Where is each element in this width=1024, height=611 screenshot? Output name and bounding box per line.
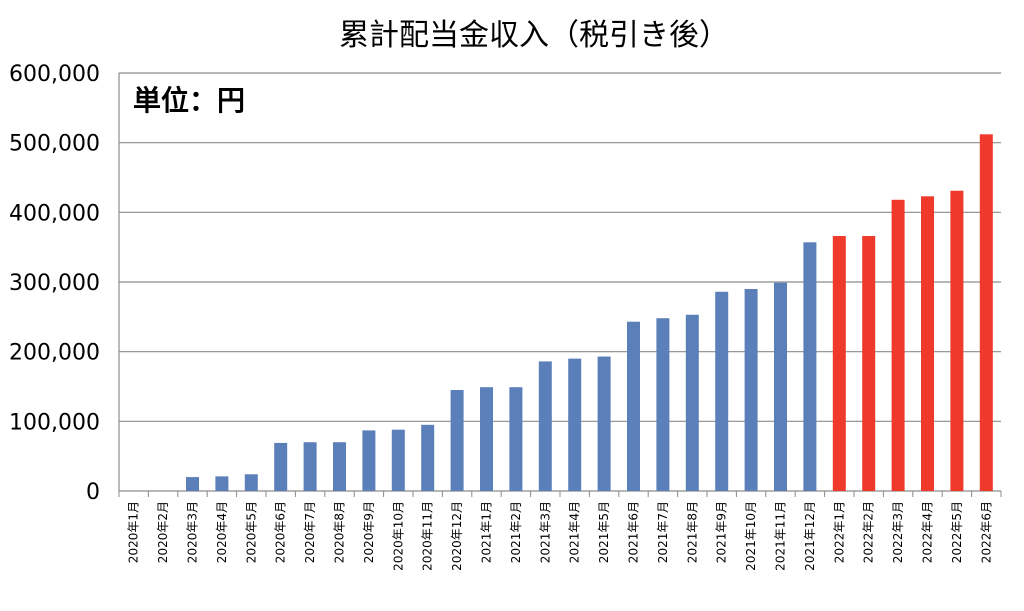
- x-tick-label: 2020年10月: [391, 501, 405, 571]
- x-tick-label: 2022年5月: [950, 501, 964, 563]
- x-tick-label: 2020年12月: [450, 501, 464, 571]
- x-tick-label: 2021年8月: [685, 501, 699, 563]
- x-tick-label: 2020年1月: [127, 501, 141, 563]
- bar: [274, 442, 288, 491]
- y-tick-label: 100,000: [9, 410, 100, 435]
- x-tick-label: 2020年5月: [244, 501, 258, 563]
- y-tick-label: 200,000: [9, 341, 100, 366]
- x-tick-label: 2021年3月: [538, 501, 552, 563]
- bar: [509, 387, 523, 491]
- x-tick-label: 2021年7月: [656, 501, 670, 563]
- x-tick-label: 2021年9月: [715, 501, 729, 563]
- x-tick-label: 2020年3月: [186, 501, 200, 563]
- bar: [979, 134, 993, 491]
- x-tick-label: 2021年11月: [774, 501, 788, 571]
- bar: [568, 358, 582, 491]
- bar: [891, 199, 905, 491]
- bar: [715, 291, 729, 491]
- bar: [921, 196, 934, 491]
- x-tick-label: 2022年3月: [891, 501, 905, 563]
- x-tick-label: 2022年4月: [921, 501, 935, 563]
- bar: [186, 477, 199, 491]
- x-axis-labels: 2020年1月 2020年2月 2020年3月 2020年4月 2020年5月 2020年…: [127, 501, 994, 571]
- x-tick-label: 2021年5月: [597, 501, 611, 563]
- bar: [421, 424, 435, 491]
- y-tick-label: 600,000: [9, 62, 100, 87]
- chart-title: 累計配当金収入（税引き後）: [339, 18, 729, 53]
- bar: [832, 236, 846, 491]
- bars: [186, 134, 993, 491]
- bar: [450, 389, 464, 491]
- gridlines: [118, 72, 1002, 497]
- bar: [685, 314, 699, 491]
- bar: [303, 442, 317, 491]
- x-tick-label: 2022年6月: [979, 501, 993, 563]
- x-tick-label: 2021年12月: [803, 501, 817, 571]
- x-tick-label: 2022年2月: [862, 501, 876, 563]
- x-tick-label: 2021年4月: [568, 501, 582, 563]
- bar: [480, 387, 493, 491]
- bar: [362, 430, 376, 491]
- bar: [538, 361, 552, 491]
- x-tick-label: 2020年4月: [215, 501, 229, 563]
- x-tick-label: 2020年9月: [362, 501, 376, 563]
- bar: [333, 442, 346, 491]
- x-tick-label: 2022年1月: [832, 501, 846, 563]
- x-tick-label: 2021年2月: [509, 501, 523, 563]
- x-tick-label: 2020年11月: [421, 501, 435, 571]
- bar: [744, 288, 758, 491]
- x-tick-label: 2020年8月: [333, 501, 347, 563]
- y-tick-label: 500,000: [9, 132, 100, 157]
- x-tick-label: 2021年6月: [627, 501, 641, 563]
- bar: [215, 476, 229, 491]
- x-tick-label: 2020年2月: [156, 501, 170, 563]
- y-tick-label: 300,000: [9, 271, 100, 296]
- y-axis-labels: 0 100,000 200,000 300,000 400,000 500,000 600,…: [9, 62, 100, 505]
- bar: [656, 318, 670, 491]
- y-tick-label: 0: [86, 480, 100, 505]
- x-tick-label: 2021年10月: [744, 501, 758, 571]
- bar: [803, 242, 817, 491]
- x-tick-label: 2020年7月: [303, 501, 317, 563]
- unit-label: 単位：円: [133, 84, 245, 117]
- bar: [950, 190, 964, 491]
- bar: [597, 356, 611, 491]
- x-tick-label: 2020年6月: [274, 501, 288, 563]
- bar: [627, 321, 640, 491]
- bar: [774, 282, 787, 491]
- bar: [244, 474, 258, 491]
- bar: [862, 236, 876, 491]
- x-tick-label: 2021年1月: [480, 501, 494, 563]
- y-tick-label: 400,000: [9, 201, 100, 226]
- bar: [391, 429, 405, 491]
